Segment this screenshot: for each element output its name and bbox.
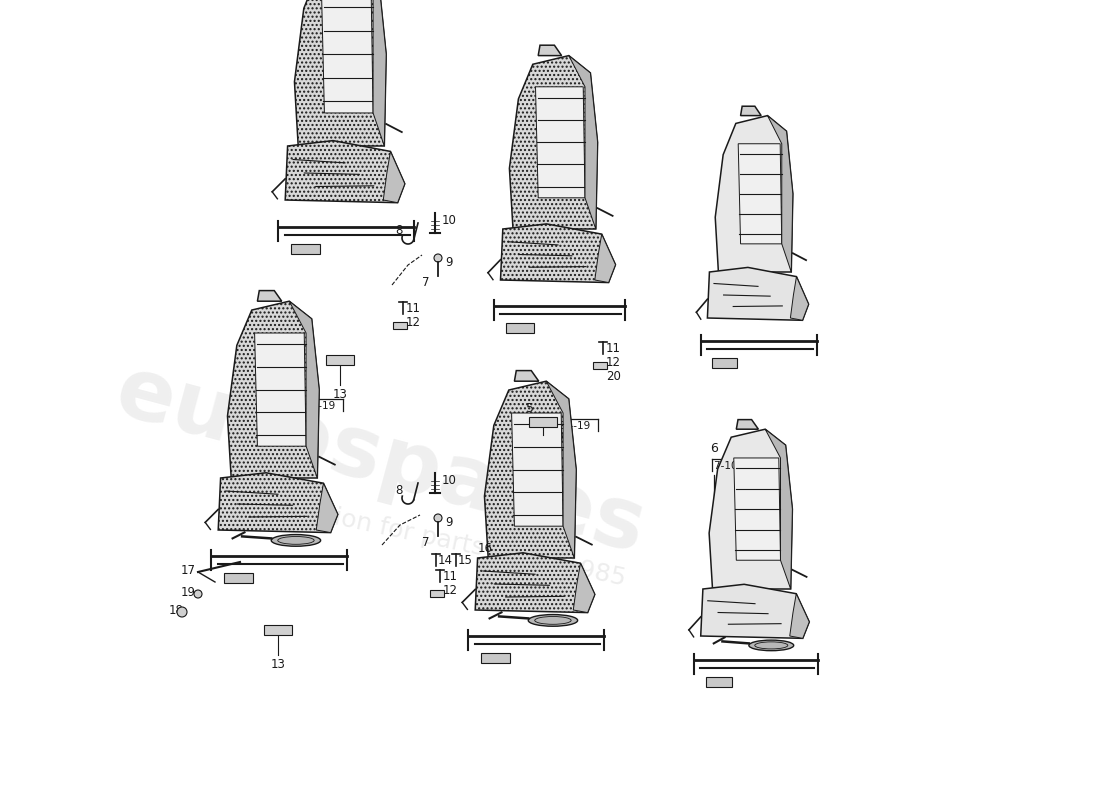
Text: 10: 10 (442, 214, 456, 226)
Text: 9: 9 (446, 255, 452, 269)
Polygon shape (500, 224, 616, 282)
Polygon shape (538, 45, 562, 56)
Text: 6: 6 (711, 442, 718, 455)
Text: 4: 4 (271, 382, 279, 395)
Polygon shape (715, 115, 793, 272)
Text: 19: 19 (182, 586, 196, 598)
Polygon shape (701, 584, 810, 638)
Polygon shape (509, 56, 597, 229)
Text: 7-10: 7-10 (345, 28, 368, 38)
Text: 3: 3 (756, 187, 763, 200)
Polygon shape (738, 144, 782, 244)
Polygon shape (383, 151, 405, 202)
Ellipse shape (272, 534, 320, 546)
Polygon shape (218, 473, 338, 533)
Text: 12: 12 (606, 355, 621, 369)
Circle shape (177, 607, 187, 617)
Bar (529, 417, 557, 427)
Text: 1: 1 (341, 9, 349, 22)
Text: 7-10  14-19: 7-10 14-19 (275, 401, 336, 411)
Polygon shape (736, 420, 758, 429)
Polygon shape (791, 277, 808, 320)
Bar (506, 322, 534, 333)
Ellipse shape (528, 614, 578, 626)
Bar (393, 322, 407, 329)
Polygon shape (707, 267, 808, 320)
Text: 7-10: 7-10 (760, 206, 783, 216)
Polygon shape (254, 333, 306, 446)
Bar (264, 625, 292, 635)
Polygon shape (515, 370, 539, 381)
Polygon shape (356, 0, 386, 146)
Polygon shape (285, 141, 405, 202)
Text: 16: 16 (478, 542, 493, 554)
Text: 7-10: 7-10 (560, 154, 583, 164)
Polygon shape (595, 234, 616, 282)
Text: a passion for parts since 1985: a passion for parts since 1985 (253, 489, 627, 591)
Text: 13: 13 (271, 658, 285, 671)
Polygon shape (547, 381, 576, 558)
Text: 9: 9 (446, 515, 452, 529)
Text: 13: 13 (332, 388, 348, 401)
Circle shape (434, 254, 442, 262)
Text: 5: 5 (526, 402, 534, 415)
Text: 7: 7 (422, 275, 429, 289)
Bar (593, 362, 607, 369)
Bar (481, 653, 509, 663)
Text: 7: 7 (422, 535, 429, 549)
Polygon shape (484, 381, 576, 558)
Text: 20: 20 (606, 370, 620, 382)
Polygon shape (257, 290, 282, 301)
Bar (292, 244, 320, 254)
Text: 2: 2 (557, 135, 564, 148)
Bar (706, 677, 733, 686)
Circle shape (434, 514, 442, 522)
Polygon shape (295, 0, 386, 146)
Text: 10: 10 (442, 474, 456, 486)
Text: 17: 17 (182, 563, 196, 577)
Text: 8: 8 (396, 483, 403, 497)
Bar (224, 573, 253, 583)
Ellipse shape (749, 640, 794, 650)
Polygon shape (512, 413, 563, 526)
Polygon shape (766, 429, 792, 589)
Polygon shape (228, 301, 319, 478)
Bar (430, 590, 444, 597)
Polygon shape (569, 56, 597, 229)
Bar (713, 358, 737, 368)
Text: 7-10  14-19: 7-10 14-19 (714, 461, 774, 471)
Text: 11: 11 (443, 570, 458, 582)
Text: 13 A: 13 A (541, 430, 569, 443)
Text: 18: 18 (168, 603, 184, 617)
Bar (326, 355, 354, 365)
Text: 11: 11 (606, 342, 621, 354)
Polygon shape (536, 87, 585, 198)
Polygon shape (710, 429, 792, 589)
Text: 12: 12 (406, 315, 421, 329)
Text: 14: 14 (438, 554, 453, 566)
Circle shape (194, 590, 202, 598)
Polygon shape (740, 106, 761, 115)
Text: 8: 8 (396, 223, 403, 237)
Polygon shape (475, 553, 595, 613)
Text: eurospares: eurospares (106, 350, 653, 570)
Polygon shape (317, 483, 338, 533)
Text: 11: 11 (406, 302, 421, 314)
Text: 12: 12 (443, 583, 458, 597)
Polygon shape (734, 458, 781, 560)
Text: 7-10  14-19: 7-10 14-19 (530, 421, 591, 431)
Polygon shape (321, 0, 373, 113)
Polygon shape (768, 115, 793, 272)
Polygon shape (790, 594, 810, 638)
Polygon shape (289, 301, 319, 478)
Polygon shape (573, 563, 595, 613)
Text: 15: 15 (458, 554, 473, 566)
